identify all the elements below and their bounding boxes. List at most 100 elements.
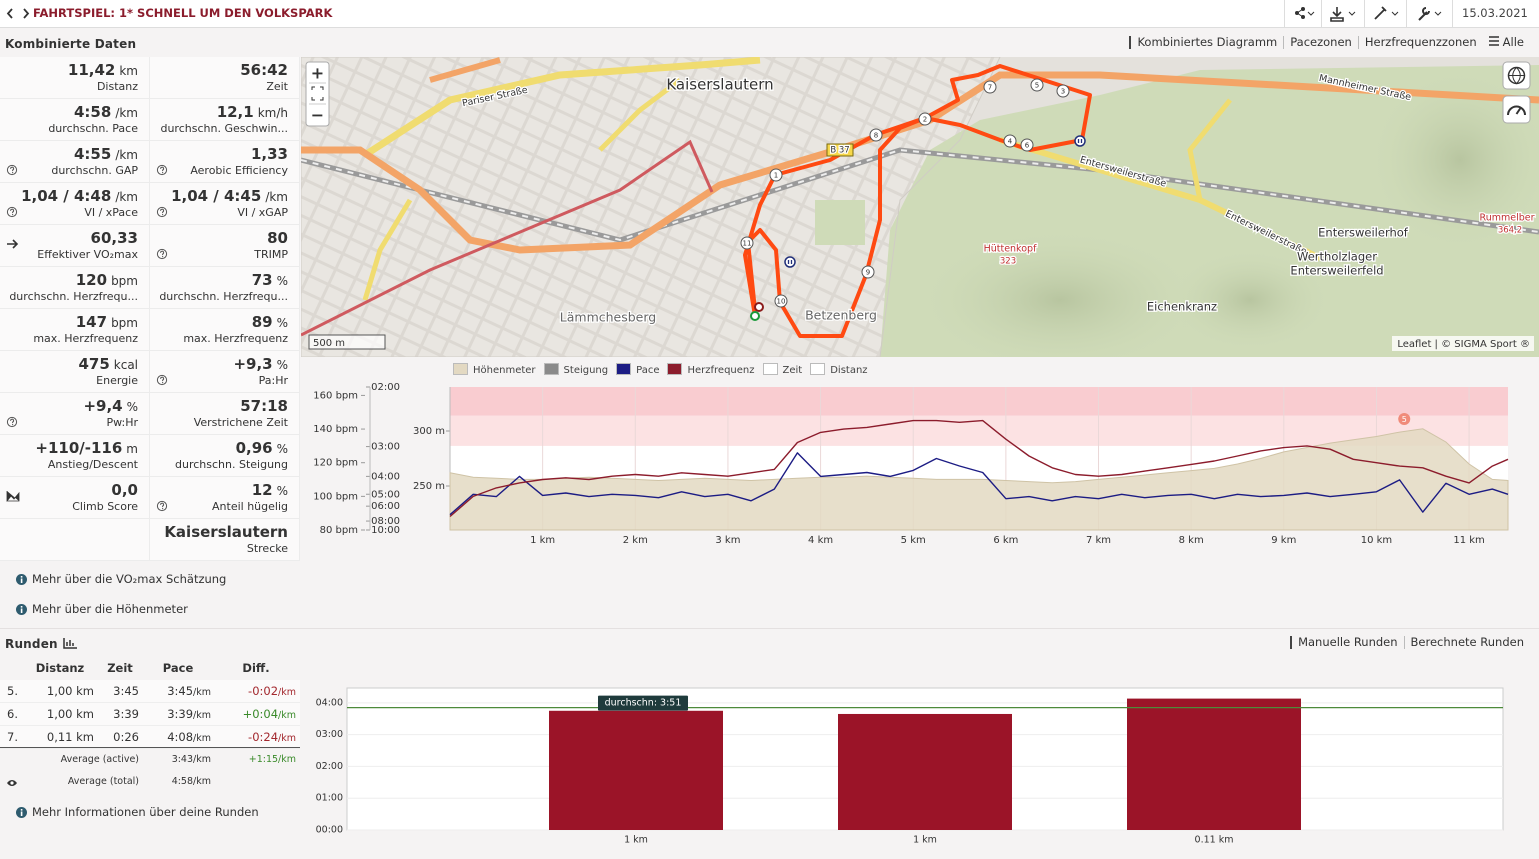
route-marker[interactable] xyxy=(1020,138,1034,152)
legend-item[interactable]: Distanz xyxy=(810,363,868,376)
stat-icon xyxy=(6,491,20,502)
pause-icon xyxy=(787,260,793,264)
route-marker[interactable] xyxy=(1056,84,1070,98)
lap-tab[interactable]: Berechnete Runden xyxy=(1403,636,1530,649)
route-marker[interactable] xyxy=(774,294,788,308)
stat-label: VI / xGAP xyxy=(237,206,288,219)
legend-item[interactable]: Zeit xyxy=(762,363,803,376)
eye-icon[interactable] xyxy=(6,779,18,787)
route-marker-label: 10 xyxy=(777,298,786,306)
stat-label: Pa:Hr xyxy=(258,374,288,387)
tab-label[interactable]: Kombiniertes Diagramm xyxy=(1137,35,1278,49)
stat-value: 0,96 xyxy=(235,439,273,457)
legend-item[interactable]: Steigung xyxy=(543,363,608,376)
route-marker[interactable] xyxy=(861,265,875,279)
help-circle xyxy=(156,206,168,218)
route-marker[interactable] xyxy=(869,128,883,142)
y-tick-label: 04:00 xyxy=(316,697,343,708)
start-marker[interactable] xyxy=(750,311,760,321)
stat-unit: % xyxy=(276,358,288,372)
menu-svg xyxy=(1488,36,1499,46)
tools-button[interactable] xyxy=(1364,0,1407,27)
y-tick-label: 03:00 xyxy=(316,729,343,740)
lap-diff-cell: +0:04/km xyxy=(243,707,296,721)
info-link[interactable]: Mehr über die Höhenmeter xyxy=(16,602,188,616)
legend-swatch xyxy=(762,363,778,375)
fullscreen[interactable] xyxy=(311,86,324,101)
route-marker[interactable] xyxy=(769,168,783,182)
legend-label: Herzfrequenz xyxy=(687,365,755,376)
view-tab[interactable]: Kombiniertes Diagramm xyxy=(1129,36,1283,49)
stat-label: durchschn. Pace xyxy=(48,122,138,135)
stat-icon[interactable] xyxy=(156,205,170,219)
stat-icon[interactable] xyxy=(6,163,20,177)
lap-diff: -0:24 xyxy=(248,730,279,744)
route-marker[interactable] xyxy=(918,112,932,126)
tab-label[interactable]: Alle xyxy=(1502,35,1524,49)
route-marker[interactable] xyxy=(983,80,997,94)
link-text[interactable]: Mehr über die Höhenmeter xyxy=(32,602,188,616)
stat-value: 56:42 xyxy=(240,61,288,79)
route-marker[interactable] xyxy=(1030,78,1044,92)
info-link[interactable]: Mehr über die VO₂max Schätzung xyxy=(16,572,226,586)
view-tab[interactable]: Pacezonen xyxy=(1283,36,1358,49)
zoom-control[interactable]: + − xyxy=(305,61,330,127)
route-marker[interactable] xyxy=(740,236,754,250)
lap-marker[interactable] xyxy=(1398,413,1411,425)
link-text[interactable]: Mehr über die VO₂max Schätzung xyxy=(32,572,227,586)
view-tab[interactable]: Herzfrequenzzonen xyxy=(1357,35,1483,49)
stat-cell: 57:18 Verstrichene Zeit xyxy=(150,393,300,435)
stat-icon[interactable] xyxy=(156,499,170,513)
stat-icon[interactable] xyxy=(156,247,170,261)
legend-item[interactable]: Herzfrequenz xyxy=(667,363,755,376)
stat-cell: 80 TRIMP xyxy=(150,225,300,267)
stat-icon[interactable] xyxy=(6,205,20,219)
link-text[interactable]: Mehr Informationen über deine Runden xyxy=(32,805,259,819)
help-dot xyxy=(12,424,14,426)
view-tab[interactable]: Alle xyxy=(1483,36,1530,49)
layer-control[interactable] xyxy=(1502,61,1531,124)
bar[interactable] xyxy=(549,710,723,830)
legend-item[interactable]: Höhenmeter xyxy=(453,363,536,376)
lap-pace-unit: /km xyxy=(193,710,211,721)
zoom-in[interactable]: + xyxy=(311,64,324,83)
lap-distance: 1,00 km xyxy=(46,707,94,721)
legend-label: Zeit xyxy=(782,365,803,376)
stat-icon[interactable] xyxy=(156,373,170,387)
download-button[interactable] xyxy=(1321,0,1365,27)
bar[interactable] xyxy=(1127,698,1301,830)
x-tick-label: 1 km xyxy=(530,535,555,546)
average-pace-unit: /km xyxy=(193,776,211,787)
settings-button[interactable] xyxy=(1406,0,1453,27)
route-marker[interactable] xyxy=(1003,134,1017,148)
map-label: B 37 xyxy=(830,146,849,156)
stat-label: Pw:Hr xyxy=(106,416,138,429)
attribution[interactable]: Leaflet | © SIGMA Sport ® xyxy=(1397,339,1530,350)
stat-value: +9,4 xyxy=(83,397,123,415)
route-marker-label: 4 xyxy=(1008,138,1013,146)
pause-marker[interactable] xyxy=(784,256,796,268)
nav-arrows[interactable] xyxy=(6,7,30,20)
bar[interactable] xyxy=(838,713,1012,830)
legend-item[interactable]: Pace xyxy=(616,363,659,376)
stat-value-line: 89% xyxy=(150,313,288,331)
scale-label: 500 m xyxy=(313,338,345,349)
pause-marker[interactable] xyxy=(1074,135,1086,147)
tab-label[interactable]: Herzfrequenzzonen xyxy=(1364,35,1477,49)
average-pace-cell: 4:58/km xyxy=(172,776,211,787)
zoom-out[interactable]: − xyxy=(311,106,324,125)
chart-legend: Höhenmeter Steigung Pace Herzfrequenz Zeit Di… xyxy=(453,363,868,376)
lap-tab[interactable]: Manuelle Runden xyxy=(1290,636,1403,649)
info-link[interactable]: Mehr Informationen über deine Runden xyxy=(16,805,259,819)
end-marker[interactable] xyxy=(754,302,764,312)
stat-unit: % xyxy=(276,442,288,456)
stat-unit: bpm xyxy=(111,316,138,330)
main-road xyxy=(301,71,1539,254)
stat-icon[interactable] xyxy=(6,415,20,429)
tab-label[interactable]: Pacezonen xyxy=(1290,35,1352,49)
arrow-icon xyxy=(7,239,19,249)
stat-value: 80 xyxy=(267,229,288,247)
share-button[interactable] xyxy=(1284,0,1322,27)
stat-icon[interactable] xyxy=(156,163,170,177)
